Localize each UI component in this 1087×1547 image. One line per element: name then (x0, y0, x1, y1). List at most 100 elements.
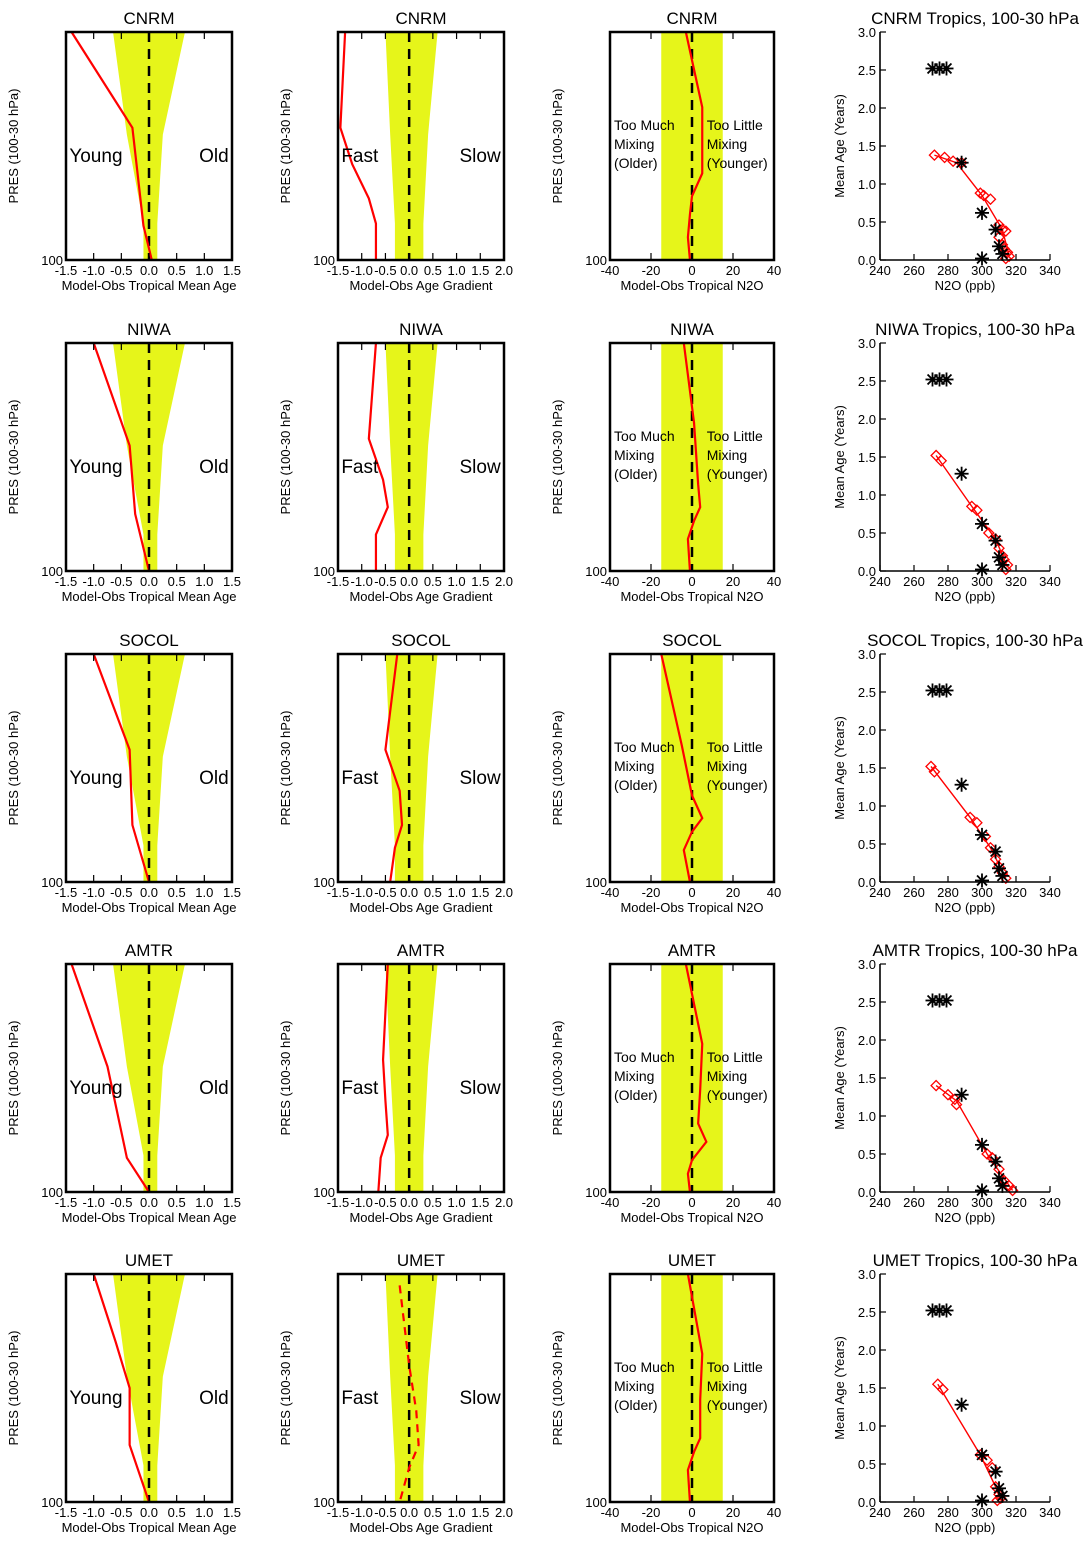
obs-point (988, 844, 1003, 859)
x-tick-label: -40 (601, 1505, 620, 1520)
x-axis-label: N2O (ppb) (935, 1520, 996, 1535)
x-tick-label: 20 (726, 263, 740, 278)
x-axis-label: Model-Obs Tropical Mean Age (62, 589, 237, 604)
x-tick-label: 0.0 (400, 885, 418, 900)
panel-title: UMET (397, 1251, 445, 1270)
x-tick-label: -40 (601, 885, 620, 900)
x-tick-label: -1.5 (55, 574, 77, 589)
uncertainty-band (661, 964, 723, 1192)
panel-title: CNRM (667, 9, 718, 28)
obs-point (925, 61, 954, 76)
x-tick-label: -40 (601, 574, 620, 589)
x-tick-label: 320 (1005, 1505, 1027, 1520)
x-tick-label: 240 (869, 1195, 891, 1210)
y-axis-label: PRES (100-30 hPa) (550, 711, 565, 826)
x-tick-label: -1.5 (55, 1195, 77, 1210)
x-tick-label: 0.5 (168, 574, 186, 589)
y-tick-label: 100 (41, 1495, 63, 1510)
annotation-left-line: Mixing (614, 447, 654, 463)
panel-title: SOCOL (119, 631, 179, 650)
x-tick-label: -0.5 (110, 1505, 132, 1520)
obs-point (925, 1303, 954, 1318)
plot-frame (64, 341, 234, 573)
annotation-left-line: Too Much (614, 739, 675, 755)
y-tick-label: 100 (41, 875, 63, 890)
x-tick-label: 340 (1039, 263, 1061, 278)
annotation-right-line: (Younger) (707, 155, 768, 171)
obs-point (975, 205, 989, 220)
x-tick-label: 260 (903, 263, 925, 278)
model-series-line (367, 342, 389, 571)
panel-title: AMTR (125, 941, 173, 960)
obs-point (995, 1178, 1010, 1193)
y-tick-label: 100 (585, 1185, 607, 1200)
model-point (950, 1098, 963, 1111)
x-tick-label: -1.0 (82, 1505, 104, 1520)
y-tick-label: 2.0 (858, 412, 876, 427)
y-axis-label: PRES (100-30 hPa) (278, 400, 293, 515)
model-fit-line (930, 766, 1007, 879)
y-tick-label: 0.0 (858, 1185, 876, 1200)
annotation-left-line: Mixing (614, 136, 654, 152)
uncertainty-band (661, 32, 723, 260)
obs-point (988, 222, 1003, 237)
y-axis-label: PRES (100-30 hPa) (550, 89, 565, 204)
model-series-line (70, 31, 153, 261)
x-tick-label: 1.0 (448, 1505, 466, 1520)
y-tick-label: 2.5 (858, 1305, 876, 1320)
obs-point (954, 777, 969, 792)
plot-frame (64, 962, 234, 1194)
y-tick-label: 0.5 (858, 526, 876, 541)
x-tick-label: 1.5 (223, 1505, 241, 1520)
model-series-line (398, 1285, 420, 1503)
x-tick-label: 20 (726, 1195, 740, 1210)
uncertainty-band (661, 654, 723, 882)
y-tick-label: 0.5 (858, 1147, 876, 1162)
x-tick-label: 0 (688, 1505, 695, 1520)
annotation-left-line: Mixing (614, 758, 654, 774)
plot-frame (608, 30, 776, 262)
panel-title: SOCOL (391, 631, 451, 650)
x-axis-label: Model-Obs Tropical Mean Age (62, 1520, 237, 1535)
annotation-left-line: Too Much (614, 428, 675, 444)
annotation-left: Fast (341, 457, 379, 478)
annotation-left-line: Too Much (614, 117, 675, 133)
x-tick-label: -1.0 (82, 885, 104, 900)
x-tick-label: -20 (642, 574, 661, 589)
y-tick-label: 1.5 (858, 1071, 876, 1086)
x-tick-label: 280 (937, 574, 959, 589)
x-tick-label: 0 (688, 885, 695, 900)
x-tick-label: 40 (767, 885, 781, 900)
panel-title: NIWA (399, 320, 443, 339)
panel-title: NIWA (127, 320, 171, 339)
annotation-right-line: Too Little (707, 428, 763, 444)
obs-point (954, 1397, 969, 1412)
uncertainty-band (113, 1274, 185, 1502)
panel-cnrm-3: 240 260 280 300 320 340 0.0 0.5 1.0 1.5 2.0 2.5 3.0C… (832, 9, 1079, 293)
y-tick-label: 100 (585, 253, 607, 268)
annotation-right-line: Mixing (707, 758, 747, 774)
y-axis-label: Mean Age (Years) (832, 1026, 847, 1130)
y-tick-label: 100 (313, 875, 335, 890)
panel-socol-0: -1.5 -1.0 -0.5 0.0 0.5 1.0 1.5 100 Young Old SOCOL… (6, 631, 241, 915)
x-tick-label: 0.5 (168, 885, 186, 900)
x-tick-label: 0 (688, 574, 695, 589)
x-tick-label: 300 (971, 263, 993, 278)
x-tick-label: -1.0 (82, 574, 104, 589)
x-tick-label: 340 (1039, 1505, 1061, 1520)
model-series-line (660, 653, 704, 883)
x-tick-label: 280 (937, 1505, 959, 1520)
x-tick-label: 260 (903, 574, 925, 589)
x-tick-label: 2.0 (495, 574, 513, 589)
annotation-left: Fast (341, 1388, 379, 1409)
x-axis-label: N2O (ppb) (935, 278, 996, 293)
panel-title: UMET Tropics, 100-30 hPa (873, 1251, 1078, 1270)
obs-point (988, 533, 1003, 548)
model-point (984, 841, 997, 854)
panel-umet-2: -40 -20 0 20 40 100 Too Much Too Little Mixing Mi… (550, 1251, 781, 1535)
x-tick-label: -1.5 (327, 574, 349, 589)
model-point (938, 151, 951, 164)
x-axis-label: Model-Obs Age Gradient (349, 589, 492, 604)
panel-amtr-2: -40 -20 0 20 40 100 Too Much Too Little Mixing Mi… (550, 941, 781, 1225)
